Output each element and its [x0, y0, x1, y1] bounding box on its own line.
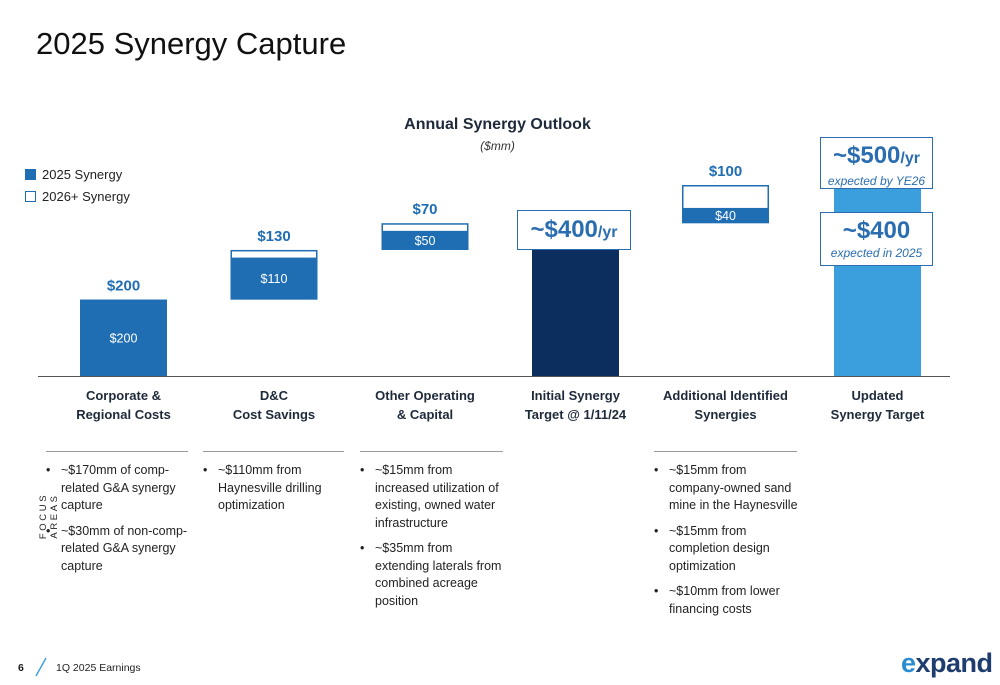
legend-label-2025: 2025 Synergy [42, 167, 123, 182]
bar-inner-label: $50 [415, 234, 436, 248]
legend-item-2025: 2025 Synergy [25, 167, 122, 182]
notes-list: ~$170mm of comp-related G&A synergy capt… [46, 462, 192, 583]
bar-inner-label: $40 [715, 209, 736, 223]
chart-subtitle: ($mm) [480, 139, 515, 153]
bar-total-label: $100 [709, 163, 742, 180]
bar-fill-2025 [230, 257, 318, 300]
note-item: ~$30mm of non-comp-related G&A synergy c… [46, 523, 192, 576]
note-item: ~$110mm from Haynesville drilling optimi… [203, 462, 348, 515]
footer-page-number: 6 [18, 662, 24, 674]
bar-total-label: $130 [257, 228, 290, 245]
page-title: 2025 Synergy Capture [36, 26, 347, 61]
initial-target-callout: ~$400/yr [517, 210, 631, 250]
note-item: ~$10mm from lower financing costs [654, 583, 801, 618]
note-item: ~$15mm from completion design optimizati… [654, 523, 801, 576]
legend-swatch-2025 [25, 169, 36, 180]
category-label: Corporate & Regional Costs [76, 388, 171, 422]
legend-label-2026: 2026+ Synergy [42, 189, 130, 204]
updated-400-value: ~$400 [842, 217, 911, 244]
bar-total-label: $200 [107, 278, 140, 295]
category-label: Additional Identified Synergies [663, 388, 788, 422]
focus-areas-label: FOCUS AREAS [38, 492, 60, 540]
legend-swatch-2026 [25, 191, 36, 202]
category-label: Other Operating & Capital [375, 388, 475, 422]
bar-fill-2025 [381, 230, 469, 250]
notes-divider [654, 451, 797, 452]
initial-target-value: ~$400 [530, 216, 598, 243]
bar-inner-label: $200 [110, 331, 138, 345]
updated-500-note: expected by YE26 [827, 174, 926, 188]
note-item: ~$15mm from increased utilization of exi… [360, 462, 507, 532]
notes-list: ~$110mm from Haynesville drilling optimi… [203, 462, 348, 523]
category-label: Updated Synergy Target [830, 388, 925, 422]
notes-divider [360, 451, 503, 452]
bar-fill-2025 [80, 299, 167, 376]
category-label: Initial Synergy Target @ 1/11/24 [524, 388, 627, 422]
notes-list: ~$15mm from increased utilization of exi… [360, 462, 507, 618]
bar-inner-label: $110 [261, 272, 288, 286]
updated-500-value: ~$500 [833, 142, 901, 169]
updated-500-unit: /yr [900, 150, 920, 167]
initial-target-unit: /yr [597, 224, 618, 241]
updated-500-callout: ~$500/yr expected by YE26 [820, 137, 933, 189]
bar-total-label: $70 [412, 201, 437, 218]
updated-400-callout: ~$400 expected in 2025 [820, 212, 933, 266]
bar-fill-2025 [682, 207, 769, 224]
notes-list: ~$15mm from company-owned sand mine in t… [654, 462, 801, 626]
legend-item-2026: 2026+ Synergy [25, 189, 130, 204]
category-label: D&C Cost Savings [232, 388, 316, 422]
footer-text: 1Q 2025 Earnings [56, 662, 141, 674]
chart-title: Annual Synergy Outlook [404, 116, 591, 133]
updated-400-note: expected in 2025 [830, 246, 923, 260]
footer-slash-divider [35, 657, 47, 677]
note-item: ~$170mm of comp-related G&A synergy capt… [46, 462, 192, 515]
note-item: ~$15mm from company-owned sand mine in t… [654, 462, 801, 515]
expand-logo: expand [901, 648, 993, 678]
notes-divider [203, 451, 344, 452]
note-item: ~$35mm from extending laterals from comb… [360, 540, 507, 610]
notes-divider [46, 451, 188, 452]
